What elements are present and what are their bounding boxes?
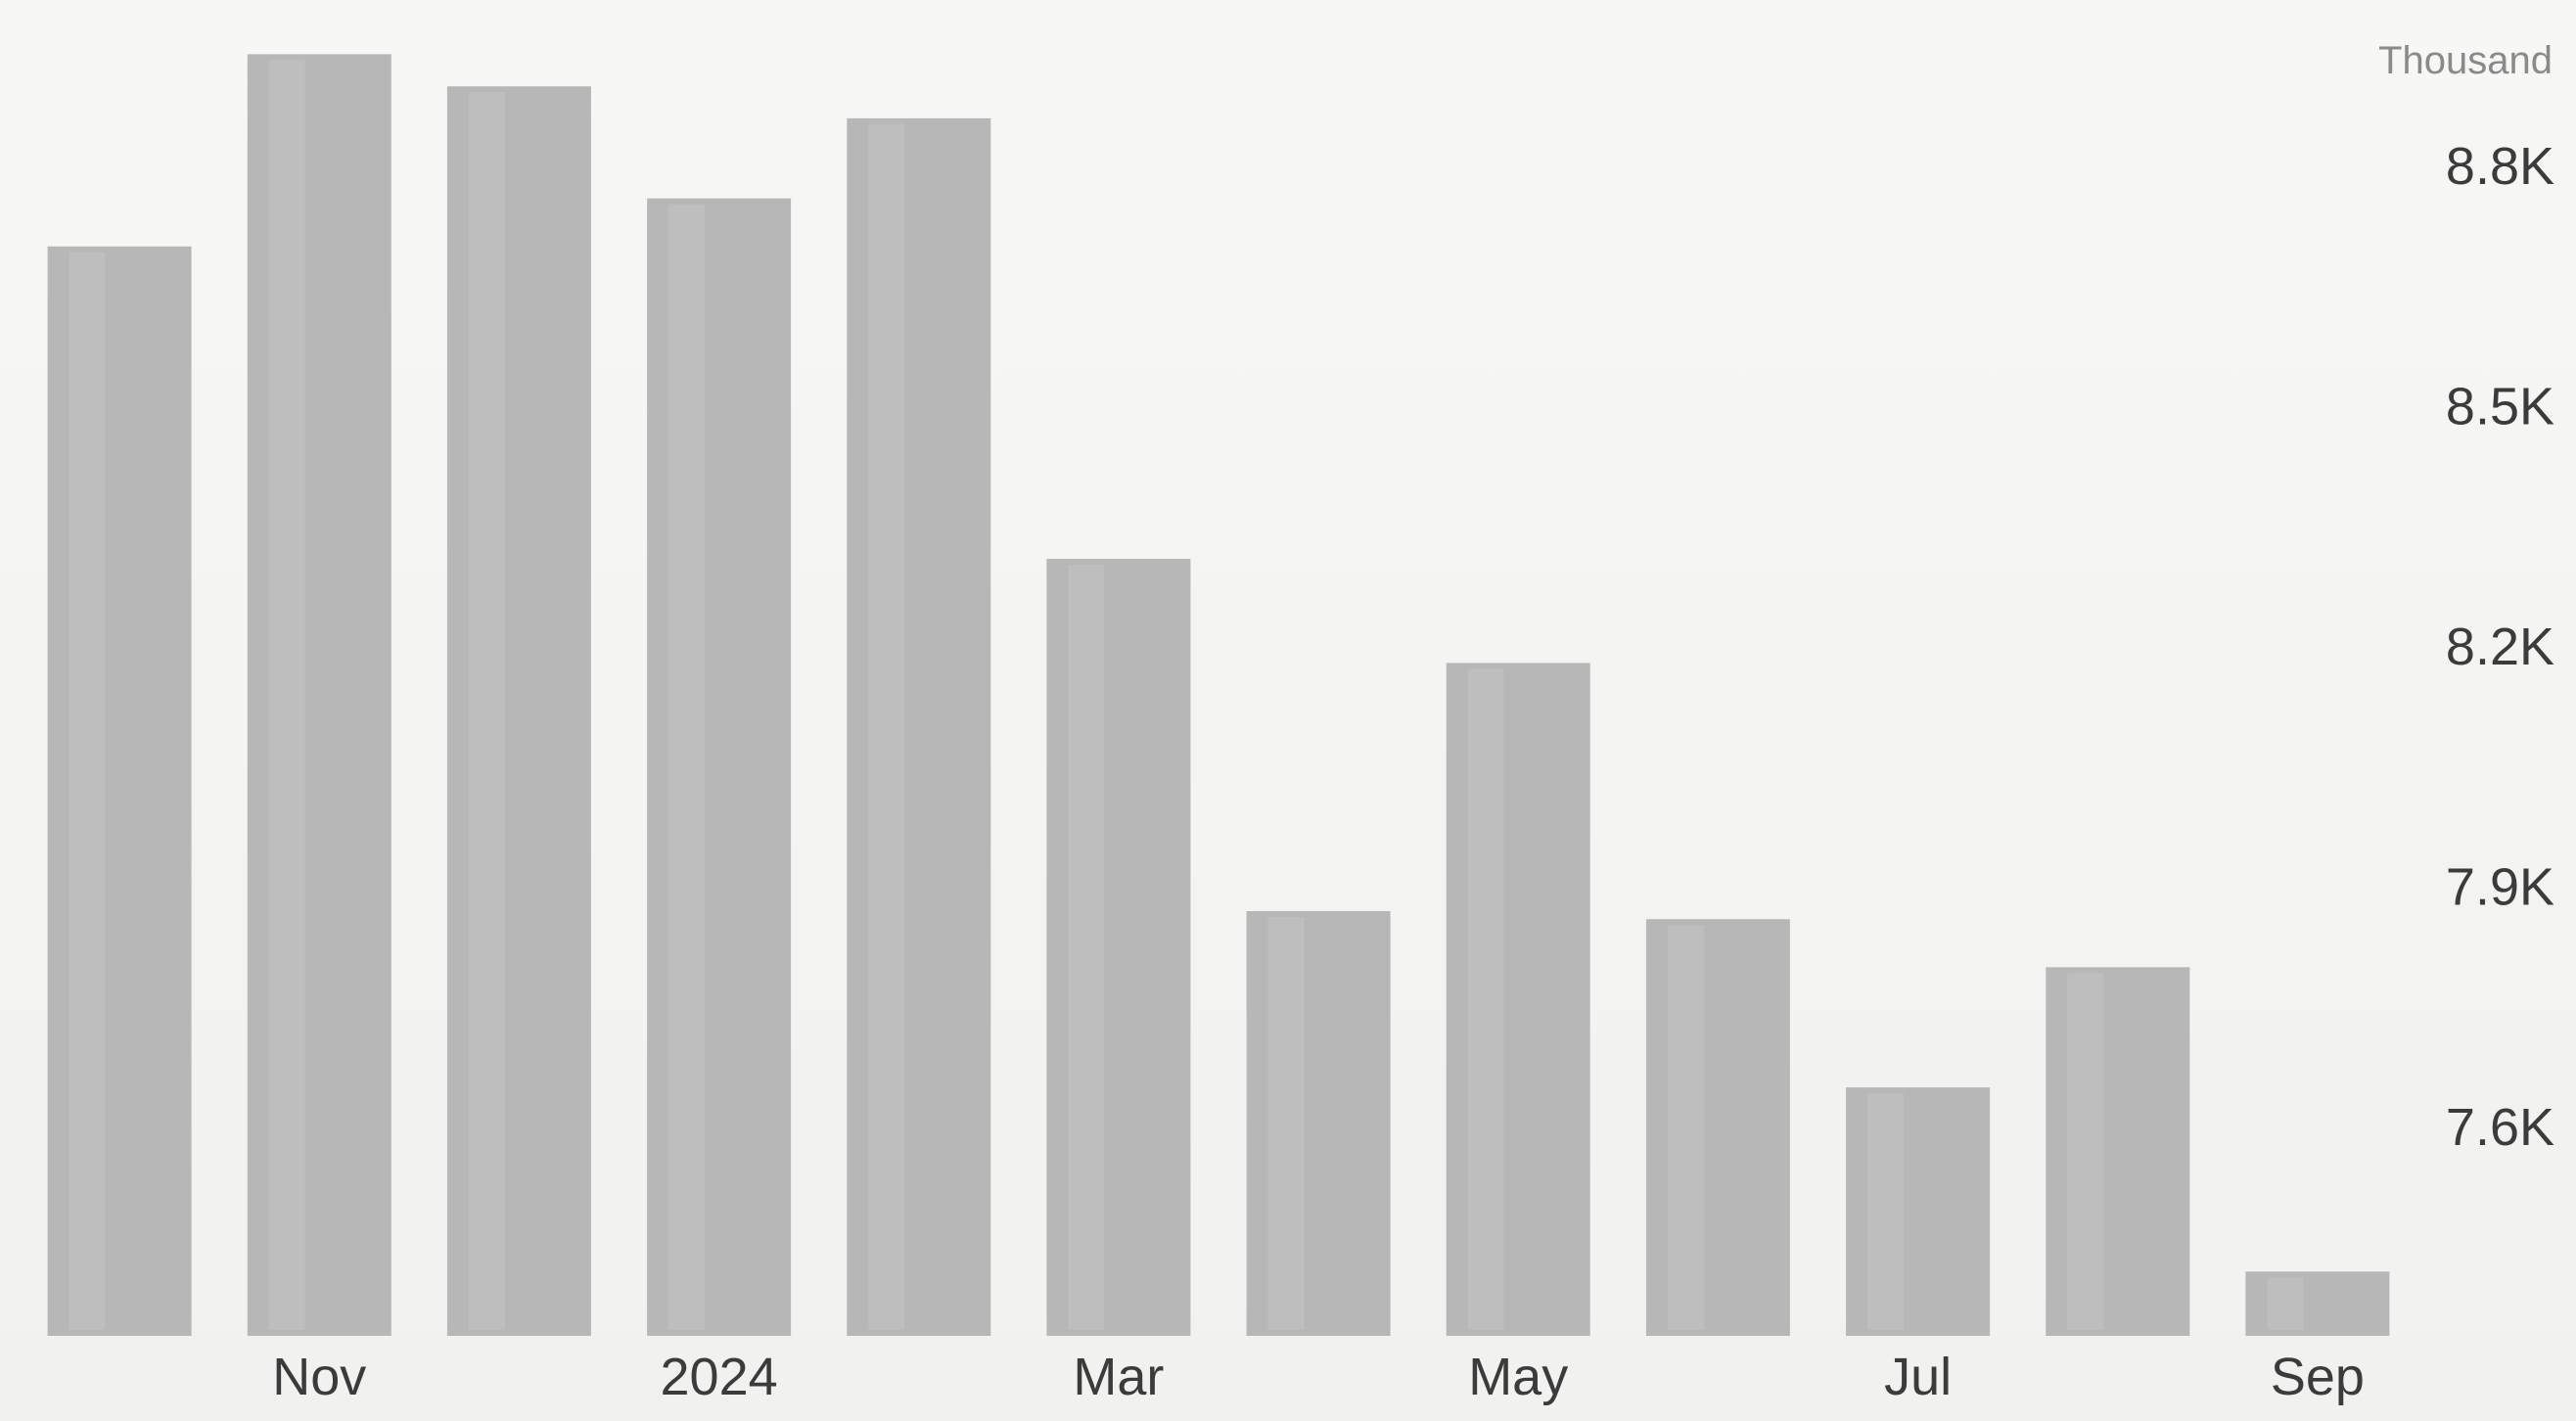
y-tick-label: 7.9K [2446, 858, 2554, 917]
bar-7 [1446, 663, 1590, 1336]
bar-highlight-5 [1068, 565, 1105, 1330]
bar-0 [47, 246, 192, 1336]
x-tick-label: 2024 [661, 1348, 778, 1406]
bar-10 [2046, 967, 2190, 1336]
bar-highlight-3 [668, 204, 705, 1331]
bar-11 [2245, 1271, 2390, 1336]
bar-highlight-11 [2267, 1277, 2304, 1330]
bar-highlight-6 [1267, 917, 1305, 1330]
x-tick-label: May [1468, 1348, 1568, 1406]
bar-highlight-10 [2067, 973, 2104, 1330]
bar-3 [647, 198, 792, 1337]
y-tick-label: 8.2K [2446, 618, 2554, 676]
x-tick-label: Nov [272, 1348, 366, 1406]
y-tick-label: 8.5K [2446, 378, 2554, 436]
bar-highlight-2 [469, 92, 505, 1331]
y-axis-labels: 8.8K 8.5K 8.2K 7.9K 7.6K [2446, 137, 2554, 1157]
bar-2 [446, 86, 591, 1337]
y-tick-label: 8.8K [2446, 137, 2554, 196]
bar-highlight-7 [1467, 668, 1504, 1330]
bar-1 [247, 54, 391, 1336]
y-tick-label: 7.6K [2446, 1098, 2554, 1157]
x-tick-label: Sep [2271, 1348, 2365, 1406]
x-tick-label: Jul [1884, 1348, 1952, 1406]
bar-highlight-0 [69, 252, 106, 1330]
bar-4 [847, 117, 991, 1336]
x-tick-label: Mar [1073, 1348, 1164, 1406]
bar-highlight-1 [268, 60, 305, 1330]
unit-label: Thousand [2378, 39, 2553, 82]
x-axis-labels: Nov 2024 Mar May Jul Sep [272, 1348, 2365, 1406]
bar-5 [1046, 559, 1191, 1336]
bar-highlight-9 [1867, 1093, 1904, 1330]
bar-highlight-8 [1668, 925, 1704, 1330]
bar-9 [1846, 1087, 1991, 1336]
bar-6 [1246, 911, 1391, 1336]
bar-highlight-4 [868, 123, 905, 1330]
bar-8 [1645, 919, 1790, 1336]
bars-group [47, 54, 2390, 1337]
